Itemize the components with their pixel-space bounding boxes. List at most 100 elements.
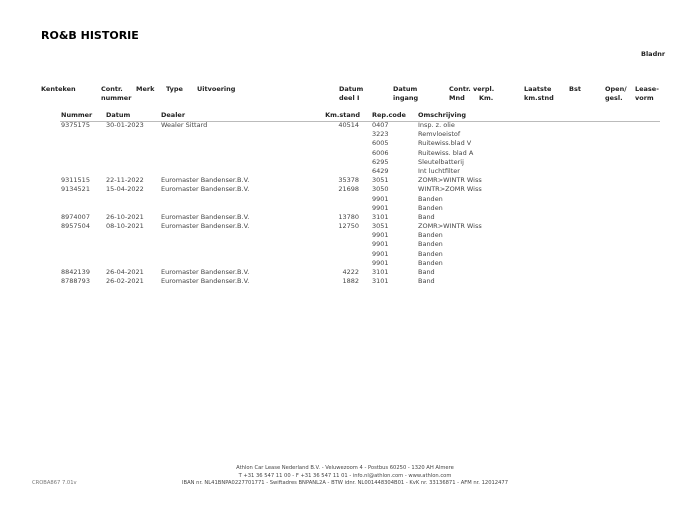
table-row: 9901 Banden [0, 259, 685, 268]
cell-omschrijving: Insp. z. olie [418, 121, 455, 129]
col-bst: Bst [569, 85, 581, 93]
cell-rep-code: 6295 [372, 157, 389, 166]
col-datum-deel: Datum deel I [339, 85, 363, 103]
cell-datum: 15-04-2022 [106, 185, 144, 194]
cell-omschrijving: Banden [418, 194, 443, 203]
table-row: 9901 Banden [0, 240, 685, 249]
form-code: CROBA867 7.01v [32, 480, 77, 486]
col-omschrijving: Omschrijving [418, 111, 467, 119]
cell-omschrijving: Ruitewiss. blad A [418, 148, 474, 157]
cell-nummer: 9311515 [61, 176, 90, 185]
cell-datum: 26-04-2021 [106, 268, 144, 277]
lease-label-2: vorm [635, 94, 654, 102]
cell-omschrijving: Band [418, 277, 435, 286]
cell-dealer: Euromaster Bandenser.B.V. [161, 212, 250, 221]
cell-omschrijving: Band [418, 212, 435, 221]
cell-nummer: 8974007 [61, 212, 90, 221]
table-row: 9901 Banden [0, 195, 685, 204]
cell-rep-code: 3101 [372, 212, 389, 221]
cell-omschrijving: ZOMR>WINTR Wiss [418, 222, 482, 231]
cell-dealer: Euromaster Bandenser.B.V. [161, 185, 250, 194]
contr-label: Contr. [101, 85, 123, 93]
cell-nummer: 8842139 [61, 268, 90, 277]
cell-datum: 30-01-2023 [106, 121, 144, 129]
cell-rep-code: 3051 [372, 222, 389, 231]
laatste-label: Laatste [524, 85, 552, 93]
table-row: 8788793 26-02-2021 Euromaster Bandenser.B.… [0, 277, 685, 286]
cell-rep-code: 9901 [372, 203, 389, 212]
cell-omschrijving: Remvloeistof [418, 130, 461, 139]
laatste-label-2: km.stnd [524, 94, 554, 102]
table-row: 8957504 08-10-2021 Euromaster Bandenser.B.… [0, 222, 685, 231]
cell-omschrijving: Banden [418, 203, 443, 212]
header-divider [60, 121, 660, 122]
cell-datum: 22-11-2022 [106, 176, 144, 185]
page-title: RO&B HISTORIE [41, 29, 139, 42]
table-row: 9901 Banden [0, 250, 685, 259]
cell-datum: 08-10-2021 [106, 222, 144, 231]
cell-km-stand: 40514 [338, 121, 359, 129]
footer-bank: IBAN nr. NL41BNPA0227701771 - Swiftadres… [181, 480, 508, 486]
cell-rep-code: 0407 [372, 121, 389, 129]
cell-omschrijving: Banden [418, 231, 443, 240]
cell-nummer: 9134521 [61, 185, 90, 194]
cell-rep-code: 6429 [372, 166, 389, 175]
col-nummer: Nummer [61, 111, 93, 119]
cell-km-stand: 21698 [338, 185, 359, 194]
cell-rep-code: 6006 [372, 148, 389, 157]
col-open: Open/gesl. [605, 85, 627, 103]
contr-mnd-label-2: Mnd [449, 94, 465, 102]
cell-rep-code: 9901 [372, 258, 389, 267]
col-contr-mnd: Contr. Mnd [449, 85, 471, 103]
col-lease: Lease-vorm [635, 85, 659, 103]
footer-address: Athlon Car Lease Nederland B.V. - Veluwe… [236, 465, 454, 471]
cell-nummer: 8957504 [61, 222, 90, 231]
verpl-label: verpl. [473, 85, 495, 93]
col-dealer: Dealer [161, 111, 186, 119]
col-datum: Datum [106, 111, 131, 119]
cell-rep-code: 9901 [372, 249, 389, 258]
cell-rep-code: 3101 [372, 277, 389, 286]
cell-rep-code: 9901 [372, 231, 389, 240]
cell-omschrijving: ZOMR>WINTR Wiss [418, 176, 482, 185]
col-uitvoering: Uitvoering [197, 85, 236, 93]
cell-rep-code: 9901 [372, 194, 389, 203]
col-verpl: verpl. Km. [473, 85, 494, 103]
table-row: 6006 Ruitewiss. blad A [0, 149, 685, 158]
cell-omschrijving: WINTR>ZOMR Wiss [418, 185, 482, 194]
datum-ingang-label: Datum [393, 85, 418, 93]
cell-datum: 26-02-2021 [106, 277, 144, 286]
cell-nummer: 8788793 [61, 277, 90, 286]
cell-rep-code: 6005 [372, 139, 389, 148]
cell-omschrijving: Int luchtfilter [418, 166, 460, 175]
cell-dealer: Wealer Sittard [161, 121, 208, 129]
footer-contact: T +31 36 547 11 00 - F +31 36 547 11 01 … [238, 473, 452, 479]
col-kmstand: Km.stand [325, 111, 360, 119]
table-row: 9311515 22-11-2022 Euromaster Bandenser.B.… [0, 176, 685, 185]
cell-omschrijving: Banden [418, 240, 443, 249]
datum-deel-label-2: deel I [339, 94, 360, 102]
cell-omschrijving: Band [418, 268, 435, 277]
lease-label: Lease- [635, 85, 659, 93]
datum-deel-label: Datum [339, 85, 364, 93]
col-merk: Merk [136, 85, 155, 93]
contr-label-2: nummer [101, 94, 132, 102]
open-label: Open/ [605, 85, 627, 93]
col-contr: Contr. nummer [101, 85, 131, 103]
table-row: 6005 Ruitewiss.blad V [0, 139, 685, 148]
cell-dealer: Euromaster Bandenser.B.V. [161, 176, 250, 185]
col-datum-ingang: Datum ingang [393, 85, 418, 103]
cell-rep-code: 3051 [372, 176, 389, 185]
cell-km-stand: 4222 [342, 268, 359, 277]
cell-nummer: 9375175 [61, 121, 90, 129]
cell-km-stand: 13780 [338, 212, 359, 221]
cell-omschrijving: Banden [418, 249, 443, 258]
table-row: 3223 Remvloeistof [0, 130, 685, 139]
verpl-label-2: Km. [479, 94, 494, 102]
col-kenteken: Kenteken [41, 85, 76, 93]
table-row: 9134521 15-04-2022 Euromaster Bandenser.B.… [0, 185, 685, 194]
datum-ingang-label-2: ingang [393, 94, 419, 102]
cell-dealer: Euromaster Bandenser.B.V. [161, 277, 250, 286]
cell-omschrijving: Banden [418, 258, 443, 267]
